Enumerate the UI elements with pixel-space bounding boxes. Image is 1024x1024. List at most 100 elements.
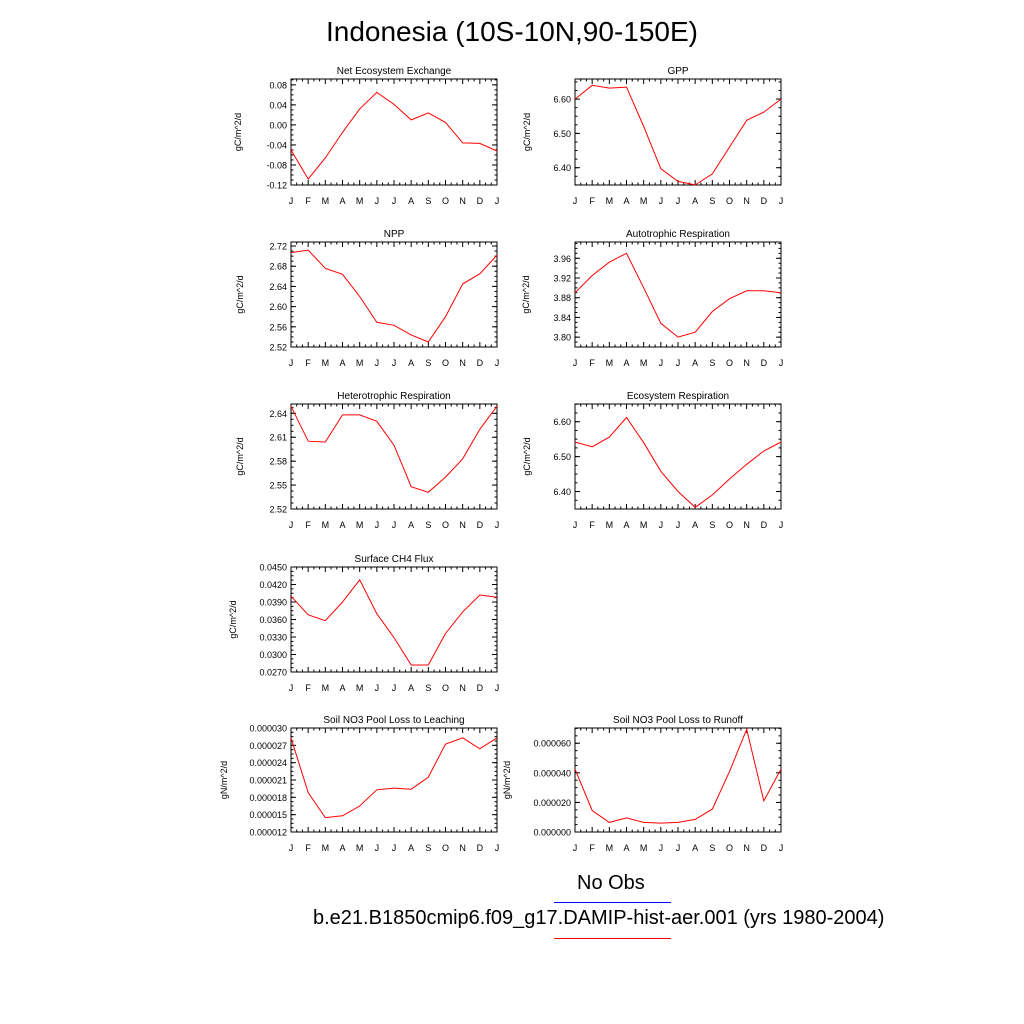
y-tick-label: 0.04 — [269, 100, 287, 110]
x-tick-label: M — [606, 843, 614, 853]
y-tick-label: 6.50 — [553, 452, 571, 462]
plot-frame — [290, 78, 498, 186]
y-tick-label: 2.72 — [269, 242, 287, 252]
y-tick-label: 0.000000 — [533, 828, 571, 838]
x-tick-label: F — [589, 520, 595, 530]
y-tick-label: 6.50 — [553, 129, 571, 139]
y-axis-label: gC/m^2/d — [235, 275, 245, 313]
x-tick-label: O — [726, 843, 733, 853]
chart-title: NPP — [384, 229, 405, 240]
x-tick-label: N — [743, 196, 750, 206]
x-tick-label: J — [573, 196, 578, 206]
y-tick-label: 0.000060 — [533, 739, 571, 749]
x-tick-label: N — [743, 358, 750, 368]
y-tick-label: 0.000027 — [249, 741, 287, 751]
y-tick-label: 0.000040 — [533, 768, 571, 778]
y-tick-label: 0.000030 — [249, 724, 287, 734]
x-tick-label: J — [676, 843, 681, 853]
x-tick-label: J — [289, 843, 294, 853]
x-tick-label: J — [495, 358, 500, 368]
x-tick-label: S — [709, 520, 715, 530]
y-tick-label: 3.84 — [553, 313, 571, 323]
x-tick-label: J — [659, 196, 664, 206]
x-tick-label: J — [392, 196, 397, 206]
y-tick-label: 0.0390 — [259, 598, 287, 608]
x-tick-label: J — [289, 520, 294, 530]
x-tick-label: M — [640, 196, 648, 206]
y-tick-label: 0.0270 — [259, 668, 287, 678]
legend-model-line — [554, 938, 671, 939]
x-tick-label: M — [356, 683, 364, 693]
x-tick-label: M — [356, 843, 364, 853]
x-tick-label: N — [459, 196, 466, 206]
x-tick-label: N — [743, 843, 750, 853]
plot-frame — [290, 241, 498, 348]
series-line — [290, 249, 498, 343]
x-tick-label: N — [459, 358, 466, 368]
y-tick-label: -0.04 — [266, 140, 287, 150]
x-tick-label: J — [375, 196, 380, 206]
chart-title: Ecosystem Respiration — [627, 391, 729, 402]
legend-model-label: b.e21.B1850cmip6.f09_g17.DAMIP-hist-aer.… — [313, 907, 885, 929]
x-tick-label: A — [692, 843, 698, 853]
x-tick-label: D — [761, 196, 768, 206]
x-tick-label: J — [375, 683, 380, 693]
x-tick-label: A — [692, 196, 698, 206]
chart-title: Surface CH4 Flux — [355, 554, 434, 565]
series-line — [574, 416, 782, 508]
x-tick-label: A — [408, 843, 414, 853]
plot-frame — [574, 241, 782, 348]
x-tick-label: J — [779, 358, 784, 368]
figure-title: Indonesia (10S-10N,90-150E) — [325, 16, 698, 47]
x-tick-label: J — [573, 358, 578, 368]
x-tick-label: O — [442, 196, 449, 206]
x-tick-label: S — [709, 196, 715, 206]
y-tick-label: 2.64 — [269, 409, 287, 419]
y-tick-label: 2.58 — [269, 457, 287, 467]
x-tick-label: J — [495, 520, 500, 530]
x-tick-label: J — [659, 520, 664, 530]
x-tick-label: A — [339, 843, 345, 853]
x-tick-label: S — [709, 843, 715, 853]
series-line — [290, 737, 498, 819]
y-tick-label: 0.0450 — [259, 563, 287, 573]
x-tick-label: J — [392, 683, 397, 693]
x-tick-label: S — [425, 520, 431, 530]
x-tick-label: J — [375, 358, 380, 368]
y-tick-label: 0.000021 — [249, 776, 287, 786]
x-tick-label: M — [322, 843, 330, 853]
y-tick-label: 6.60 — [553, 417, 571, 427]
y-tick-label: 3.92 — [553, 273, 571, 283]
y-tick-label: 6.60 — [553, 95, 571, 105]
y-tick-label: 0.000024 — [249, 758, 287, 768]
x-tick-label: F — [305, 843, 311, 853]
series-line — [574, 727, 782, 824]
y-tick-label: 0.0300 — [259, 650, 287, 660]
x-tick-label: D — [477, 843, 484, 853]
y-axis-label: gC/m^2/d — [235, 437, 245, 475]
x-tick-label: F — [305, 683, 311, 693]
x-tick-label: N — [459, 520, 466, 530]
x-tick-label: S — [425, 683, 431, 693]
x-tick-label: A — [623, 196, 629, 206]
x-tick-label: A — [339, 520, 345, 530]
x-tick-label: M — [640, 358, 648, 368]
x-tick-label: F — [305, 358, 311, 368]
chart-title: Autotrophic Respiration — [626, 229, 730, 240]
x-tick-label: D — [761, 843, 768, 853]
x-tick-label: M — [322, 520, 330, 530]
x-tick-label: S — [709, 358, 715, 368]
x-tick-label: J — [392, 520, 397, 530]
x-tick-label: F — [305, 196, 311, 206]
x-tick-label: J — [495, 196, 500, 206]
y-tick-label: 2.64 — [269, 282, 287, 292]
y-tick-label: 3.80 — [553, 333, 571, 343]
legend-obs-label: No Obs — [577, 872, 645, 894]
series-line — [574, 252, 782, 338]
x-tick-label: N — [459, 843, 466, 853]
x-tick-label: J — [573, 520, 578, 530]
x-tick-label: F — [589, 196, 595, 206]
